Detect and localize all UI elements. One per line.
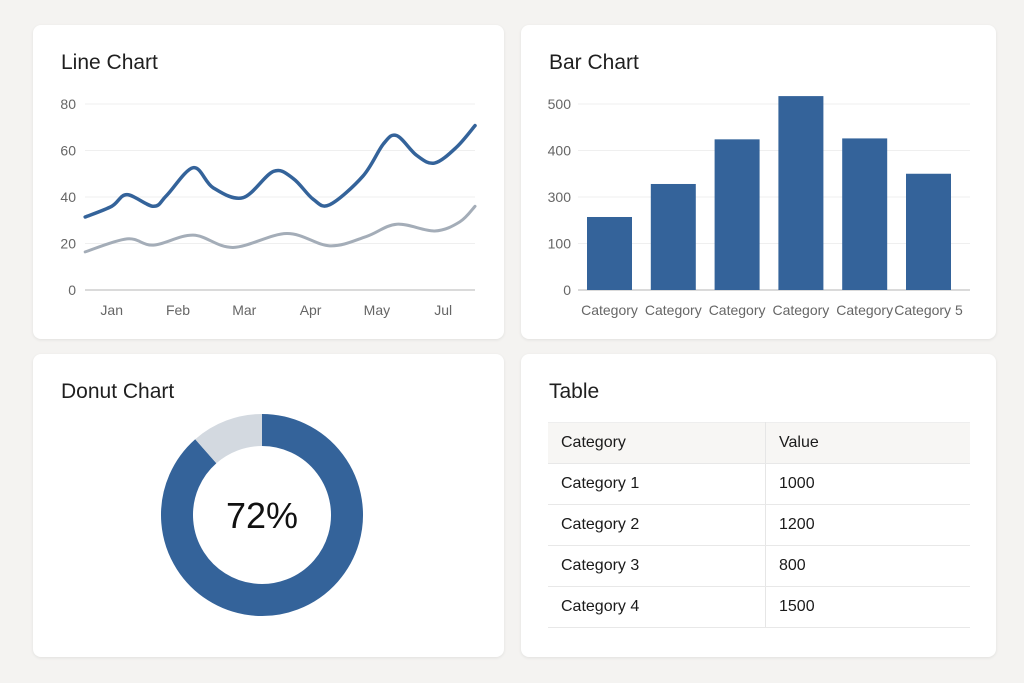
- x-tick-label: Category: [709, 302, 766, 318]
- y-tick-label: 80: [60, 96, 76, 112]
- row-value: 800: [765, 545, 970, 587]
- bar: [842, 138, 888, 290]
- y-tick-label: 500: [548, 96, 572, 112]
- donut-segment: [161, 414, 363, 616]
- x-tick-label: Category 5: [894, 302, 963, 318]
- line-chart-title: Line Chart: [61, 51, 158, 74]
- table-header-row: Category Value: [548, 422, 970, 464]
- bar-chart-card: Bar Chart 0 100 300 400 500 Category Category C…: [521, 25, 996, 339]
- table-row: Category 1 1000: [548, 463, 970, 505]
- x-tick-label: Category: [836, 302, 893, 318]
- data-table: Category Value Category 1 1000 Category 2…: [548, 422, 970, 628]
- bar: [906, 173, 951, 290]
- line-chart-card: Line Chart 0 20 40 60 80 Jan Feb Mar Apr May Jul: [33, 25, 504, 339]
- table-row: Category 3 800: [548, 545, 970, 587]
- row-value: 1200: [765, 504, 970, 546]
- table-card: Table Category Value Category 1 1000 Cate…: [521, 354, 996, 657]
- table-row: Category 2 1200: [548, 504, 970, 546]
- x-tick-label: Category: [645, 302, 702, 318]
- series-line-secondary: [83, 204, 477, 254]
- bar: [650, 183, 696, 290]
- row-value: 1000: [765, 463, 970, 505]
- x-tick-label: May: [364, 302, 390, 318]
- y-tick-label: 400: [548, 143, 572, 159]
- x-tick-label: Category: [772, 302, 829, 318]
- column-header-value[interactable]: Value: [765, 422, 970, 464]
- x-tick-label: Feb: [166, 302, 190, 318]
- row-category: Category 1: [548, 463, 766, 505]
- table-title: Table: [549, 380, 600, 403]
- y-tick-label: 20: [60, 236, 76, 252]
- y-tick-label: 40: [60, 189, 76, 205]
- column-header-category[interactable]: Category: [548, 422, 766, 464]
- bar: [587, 216, 632, 290]
- row-value: 1500: [765, 586, 970, 628]
- donut-chart-title: Donut Chart: [61, 380, 175, 403]
- bar: [714, 139, 760, 290]
- table-row: Category 4 1500: [548, 586, 970, 628]
- x-tick-label: Apr: [300, 302, 322, 318]
- row-category: Category 3: [548, 545, 766, 587]
- y-tick-label: 0: [563, 282, 571, 298]
- line-chart: 0 20 40 60 80 Jan Feb Mar Apr May Jul: [60, 96, 477, 318]
- y-tick-label: 300: [548, 189, 572, 205]
- donut-chart: 72%: [161, 414, 363, 616]
- donut-segment: [195, 414, 263, 464]
- bar-chart-title: Bar Chart: [549, 51, 639, 74]
- y-tick-label: 100: [548, 236, 572, 252]
- donut-chart-card: Donut Chart 72%: [33, 354, 504, 657]
- row-category: Category 4: [548, 586, 766, 628]
- series-line-primary: [83, 123, 477, 219]
- y-tick-label: 0: [68, 282, 76, 298]
- x-tick-label: Jan: [100, 302, 123, 318]
- x-tick-label: Category: [581, 302, 638, 318]
- row-category: Category 2: [548, 504, 766, 546]
- donut-center-label: 72%: [226, 495, 298, 536]
- x-tick-label: Mar: [232, 302, 256, 318]
- x-tick-label: Jul: [434, 302, 452, 318]
- bar: [778, 96, 824, 290]
- y-tick-label: 60: [60, 143, 76, 159]
